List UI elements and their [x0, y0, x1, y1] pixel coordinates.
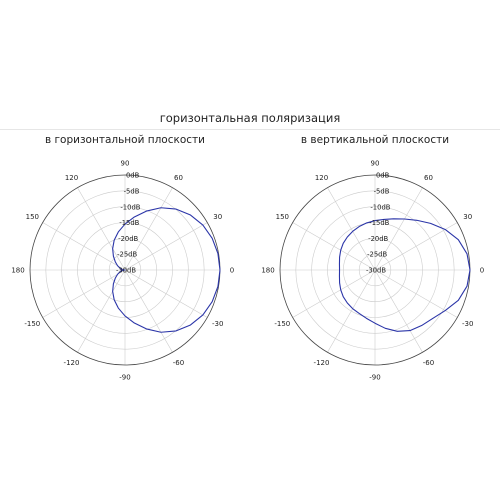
angular-grid-line	[124, 187, 173, 271]
radial-tick-label: -25dB	[367, 251, 387, 259]
radial-tick-label: -5dB	[124, 188, 140, 196]
angle-tick-label: -60	[423, 359, 434, 367]
radial-tick-label: -20dB	[118, 235, 138, 243]
angle-tick-label: 0	[480, 267, 484, 275]
radial-tick-label: -15dB	[369, 219, 389, 227]
plot-title-horizontal-plane: в горизонтальной плоскости	[45, 134, 205, 146]
angular-grid-line	[77, 269, 126, 353]
polar-chart-horizontal-plane: 0 30 60 90 120 150 180 -150 -120 -90 -60 -30 -30dB -2…	[11, 160, 234, 382]
angular-grid-line	[42, 269, 126, 318]
radial-tick-label: -30dB	[116, 267, 136, 275]
angular-grid-line	[327, 269, 376, 353]
radial-tick-label: -30dB	[366, 267, 386, 275]
angle-tick-label: -120	[314, 359, 330, 367]
angle-tick-label: -90	[369, 374, 380, 382]
angular-grid-line	[374, 187, 423, 271]
pattern-curve	[338, 218, 471, 332]
radial-tick-label: 0dB	[126, 172, 140, 180]
angle-tick-label: 30	[463, 213, 472, 221]
radial-tick-label: -20dB	[368, 235, 388, 243]
title-divider	[0, 129, 500, 130]
angle-tick-label: -30	[462, 320, 473, 328]
angular-grid-line	[374, 269, 423, 353]
angle-tick-label: 90	[121, 160, 130, 168]
angle-tick-label: 120	[315, 174, 328, 182]
angle-tick-label: 150	[26, 213, 39, 221]
angular-grid-line	[124, 222, 208, 271]
angular-grid-line	[124, 269, 173, 353]
angle-tick-label: -150	[24, 320, 40, 328]
figure-title: горизонтальная поляризация	[159, 111, 341, 125]
radial-tick-label: 0dB	[376, 172, 390, 180]
angle-tick-label: -120	[64, 359, 80, 367]
angular-grid-line	[327, 187, 376, 271]
radial-tick-label: -10dB	[370, 203, 390, 211]
angle-tick-label: -150	[274, 320, 290, 328]
angle-tick-label: 60	[424, 174, 433, 182]
plot-title-vertical-plane: в вертикальной плоскости	[300, 134, 450, 146]
radial-tick-label: -5dB	[374, 188, 390, 196]
angle-tick-label: 0	[230, 267, 234, 275]
angle-tick-label: 30	[213, 213, 222, 221]
angular-grid-line	[374, 222, 458, 271]
angular-grid-line	[292, 269, 376, 318]
radial-tick-label: -25dB	[117, 251, 137, 259]
angle-tick-label: 180	[261, 267, 274, 275]
radial-tick-label: -10dB	[120, 203, 140, 211]
angular-grid-line	[374, 269, 458, 318]
angle-tick-label: -60	[173, 359, 184, 367]
angle-tick-label: 60	[174, 174, 183, 182]
angular-grid-line	[292, 222, 376, 271]
polar-chart-vertical-plane: 0 30 60 90 120 150 180 -150 -120 -90 -60 -30 -30dB -2…	[261, 160, 484, 382]
angle-tick-label: 90	[371, 160, 380, 168]
angular-grid-line	[77, 187, 126, 271]
radial-tick-label: -15dB	[119, 219, 139, 227]
angle-tick-label: -30	[212, 320, 223, 328]
pattern-curve	[112, 207, 221, 333]
angle-tick-label: 180	[11, 267, 24, 275]
angle-tick-label: 150	[276, 213, 289, 221]
angular-grid-line	[42, 222, 126, 271]
angle-tick-label: -90	[119, 374, 130, 382]
angle-tick-label: 120	[65, 174, 78, 182]
angular-grid-line	[124, 269, 208, 318]
